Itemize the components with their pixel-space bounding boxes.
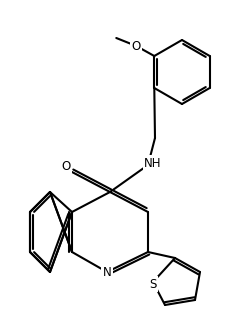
- Text: O: O: [61, 159, 70, 173]
- Text: NH: NH: [144, 156, 161, 169]
- Text: O: O: [131, 40, 140, 52]
- Text: N: N: [102, 266, 111, 279]
- Text: S: S: [149, 278, 156, 290]
